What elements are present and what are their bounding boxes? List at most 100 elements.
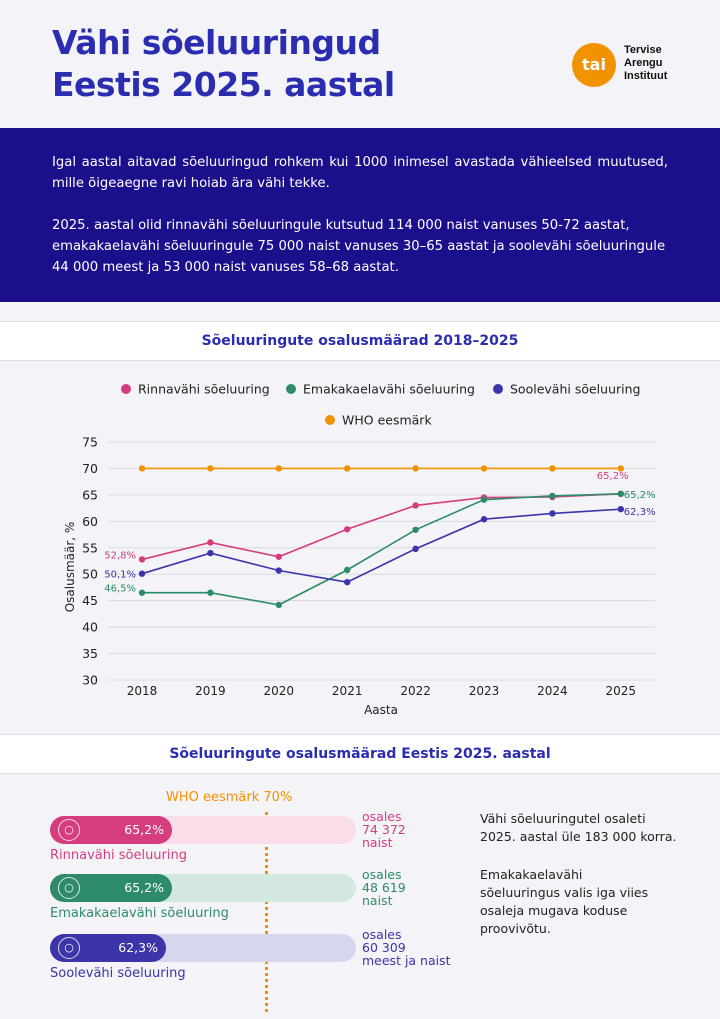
bar-value-label: 62,3% [118, 940, 158, 955]
bar-category-label: Soolevähi sõeluuring [50, 966, 186, 981]
series-line [142, 493, 621, 606]
breast-icon: ○ [58, 819, 80, 841]
data-label: 65,2% [624, 490, 656, 501]
participation-bars: WHO eesmärk 70% ○ 65,2% Rinnavähi sõeluuri… [0, 774, 720, 1019]
data-point [275, 553, 282, 560]
legend-marker [121, 384, 131, 394]
data-point [344, 465, 351, 472]
uterus-icon: ○ [58, 877, 80, 899]
x-tick-label: 2020 [264, 684, 295, 698]
participants-line-2: 74 372 [362, 822, 406, 837]
title-line-2: Eestis 2025. aastal [52, 65, 395, 104]
data-point [617, 490, 624, 498]
bar-row: ○ 65,2% Rinnavähi sõeluuring osales 74 372 na… [0, 810, 720, 876]
bar-value-label: 65,2% [124, 880, 164, 895]
data-point [412, 545, 419, 553]
data-point [617, 505, 624, 513]
bar-category-label: Rinnavähi sõeluuring [50, 848, 187, 863]
data-point [412, 465, 419, 472]
data-label: 52,8% [104, 550, 136, 561]
legend-marker [493, 384, 503, 394]
intro-paragraph-2: 2025. aastal olid rinnavähi sõeluuringul… [52, 218, 666, 275]
logo-line-1: Tervise [624, 44, 662, 56]
y-tick-label: 65 [82, 487, 98, 502]
line-chart: Rinnavähi sõeluuring Emakakaelavähi sõelu… [63, 382, 656, 718]
y-axis-label: Osalusmäär, % [63, 522, 77, 613]
data-label: 50,1% [104, 570, 136, 581]
section-title-trend: Sõeluuringute osalusmäärad 2018–2025 [0, 321, 720, 361]
series-line [141, 508, 621, 583]
data-point [344, 566, 351, 574]
bar-value-label: 65,2% [124, 822, 164, 837]
participants-count: osales 60 309 meest ja naist [362, 928, 451, 967]
logo-text: Tervise Arengu Instituut [624, 44, 667, 83]
y-tick-label: 55 [82, 540, 98, 555]
data-point [207, 589, 214, 596]
who-target-label: WHO eesmärk 70% [166, 790, 293, 805]
x-tick-label: 2022 [400, 684, 431, 698]
logo-line-3: Instituut [624, 70, 668, 82]
y-tick-label: 60 [82, 514, 98, 529]
data-label: 46,5% [104, 584, 136, 595]
participants-count: osales 48 619 naist [362, 868, 406, 907]
participants-line-2: 60 309 [362, 940, 406, 955]
participants-line-1: osales [362, 927, 402, 942]
intro-panel: Igal aastal aitavad sõeluuringud rohkem … [0, 128, 720, 302]
side-note-1: Vähi sõeluuringutel osaleti 2025. aastal… [480, 811, 677, 844]
data-point [138, 589, 146, 596]
data-point [549, 510, 556, 517]
bar-row: ○ 65,2% Emakakaelavähi sõeluuring osales 48 … [0, 868, 720, 934]
participants-line-1: osales [362, 867, 402, 882]
x-tick-label: 2023 [469, 684, 500, 698]
data-point [549, 492, 556, 500]
participants-line-3: naist [362, 835, 393, 850]
participants-line-3: naist [362, 893, 393, 908]
logo-icon: tai [572, 43, 616, 87]
page-title: Vähi sõeluuringud Eestis 2025. aastal [52, 22, 395, 106]
data-point [275, 601, 282, 609]
data-point [412, 502, 419, 509]
data-point [617, 465, 624, 472]
bar-row: ○ 62,3% Soolevähi sõeluuring osales 60 309 me… [0, 928, 720, 994]
data-point [207, 549, 214, 557]
x-tick-label: 2019 [195, 684, 226, 698]
data-point [344, 526, 351, 533]
section-title-2025: Sõeluuringute osalusmäärad Eestis 2025. … [0, 734, 720, 774]
who-target-line [265, 812, 268, 1012]
x-tick-label: 2018 [127, 684, 158, 698]
legend-label: Emakakaelavähi sõeluuring [303, 382, 475, 397]
logo-line-2: Arengu [624, 57, 663, 69]
legend-label: Soolevähi sõeluuring [510, 382, 640, 397]
legend-marker [286, 384, 296, 394]
intro-paragraph-1: Igal aastal aitavad sõeluuringud rohkem … [52, 155, 668, 191]
data-point [275, 567, 282, 574]
data-point [138, 556, 146, 563]
data-point [207, 539, 214, 546]
x-tick-label: 2024 [537, 684, 568, 698]
x-tick-label: 2025 [606, 684, 637, 698]
data-point [412, 526, 419, 533]
x-tick-label: 2021 [332, 684, 363, 698]
data-point [275, 465, 282, 472]
data-point [207, 465, 214, 472]
data-point [344, 578, 351, 586]
data-point [138, 465, 146, 472]
colon-icon: ○ [58, 937, 80, 959]
data-label: 62,3% [624, 507, 656, 518]
x-axis-label: Aasta [364, 703, 398, 717]
data-point [480, 516, 488, 523]
data-point [549, 465, 556, 472]
data-point [138, 570, 146, 577]
side-note-2: Emakakaelavähi sõeluuringus valis iga vi… [480, 867, 649, 936]
legend-marker [325, 415, 335, 425]
data-label: 65,2% [597, 471, 629, 482]
data-point [480, 496, 488, 503]
data-point [480, 465, 488, 472]
y-tick-label: 30 [82, 673, 98, 688]
participants-count: osales 74 372 naist [362, 810, 406, 849]
header: Vähi sõeluuringud Eestis 2025. aastal ta… [0, 0, 720, 128]
bar-category-label: Emakakaelavähi sõeluuring [50, 906, 229, 921]
y-tick-label: 35 [82, 646, 98, 661]
y-tick-label: 70 [82, 461, 98, 476]
participants-line-2: 48 619 [362, 880, 406, 895]
